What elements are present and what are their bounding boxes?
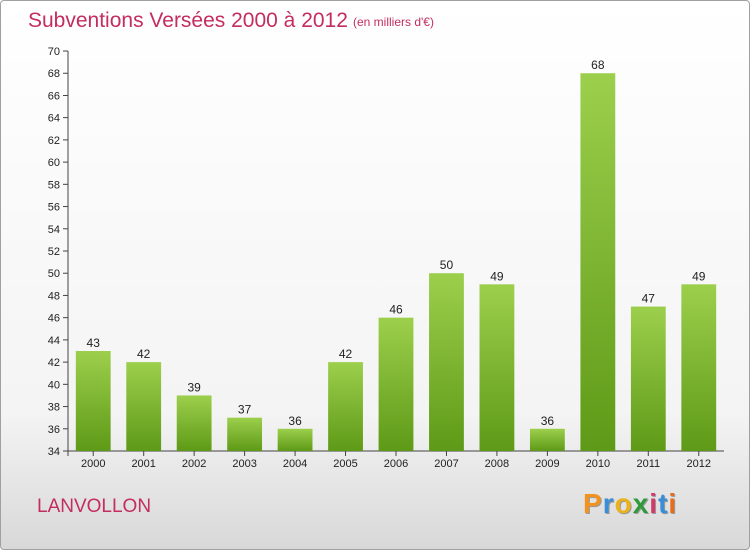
logo-letter: i: [668, 488, 678, 519]
y-tick-label: 46: [48, 313, 60, 325]
bar: [479, 284, 515, 451]
y-tick-label: 44: [48, 335, 60, 347]
bar: [277, 428, 313, 451]
y-tick-label: 60: [48, 157, 60, 169]
x-tick-label: 2005: [333, 458, 357, 470]
y-tick-label: 56: [48, 202, 60, 214]
y-tick-label: 34: [48, 446, 60, 458]
y-tick-label: 70: [48, 46, 60, 58]
data-label: 49: [692, 269, 706, 283]
data-label: 36: [541, 414, 555, 428]
bar: [75, 351, 111, 451]
bar: [580, 73, 616, 451]
x-tick-label: 2011: [636, 458, 660, 470]
y-tick-label: 58: [48, 179, 60, 191]
y-tick-label: 64: [48, 113, 60, 125]
bar: [227, 417, 263, 451]
x-tick-label: 2007: [434, 458, 458, 470]
x-tick-label: 2008: [485, 458, 509, 470]
data-label: 50: [440, 258, 454, 272]
data-label: 46: [389, 303, 403, 317]
logo-letter: t: [658, 488, 669, 519]
data-label: 42: [339, 347, 353, 361]
x-tick-label: 2000: [81, 458, 105, 470]
data-label: 47: [642, 292, 656, 306]
x-tick-label: 2010: [586, 458, 610, 470]
proxiti-logo: Proxiti: [583, 488, 677, 522]
y-tick-label: 38: [48, 402, 60, 414]
y-tick-label: 52: [48, 246, 60, 258]
labels: 2000 43 2001 42 2002 39 2003 37 2004 36 2005 42 2006…: [81, 58, 711, 470]
data-label: 42: [137, 347, 151, 361]
data-label: 43: [87, 336, 101, 350]
bar: [126, 362, 162, 451]
bar: [529, 428, 565, 451]
y-tick-label: 62: [48, 135, 60, 147]
y-tick-label: 36: [48, 424, 60, 436]
chart-subtitle: (en milliers d'€): [353, 15, 434, 29]
bar: [429, 273, 464, 451]
y-tick-label: 48: [48, 290, 60, 302]
y-tick-label: 68: [48, 68, 60, 80]
logo-letter: o: [614, 488, 633, 519]
y-tick-label: 42: [48, 357, 60, 369]
data-label: 68: [591, 58, 605, 72]
commune-name: LANVOLLON: [37, 496, 152, 517]
data-label: 49: [490, 269, 504, 283]
y-tick-label: 66: [48, 90, 60, 102]
bar: [176, 395, 212, 451]
logo-letter: i: [649, 488, 659, 519]
data-label: 37: [238, 403, 252, 417]
logo-letter: r: [602, 488, 615, 519]
x-tick-label: 2009: [535, 458, 559, 470]
y-tick-label: 54: [48, 224, 60, 236]
x-tick-label: 2012: [687, 458, 711, 470]
chart-title: Subventions Versées 2000 à 2012: [28, 9, 348, 32]
bar: [630, 306, 666, 451]
y-tick-label: 40: [48, 379, 60, 391]
bar: [328, 362, 363, 451]
x-tick-label: 2006: [384, 458, 408, 470]
x-tick-label: 2004: [283, 458, 307, 470]
y-tick-label: 50: [48, 268, 60, 280]
logo-letter: x: [632, 488, 650, 519]
bar: [681, 284, 717, 451]
data-label: 36: [288, 414, 302, 428]
bar: [378, 317, 414, 451]
logo-letter: P: [583, 488, 603, 519]
x-tick-label: 2003: [232, 458, 256, 470]
bars: [75, 73, 717, 451]
data-label: 39: [187, 380, 201, 394]
x-tick-label: 2002: [182, 458, 206, 470]
x-tick-label: 2001: [131, 458, 155, 470]
